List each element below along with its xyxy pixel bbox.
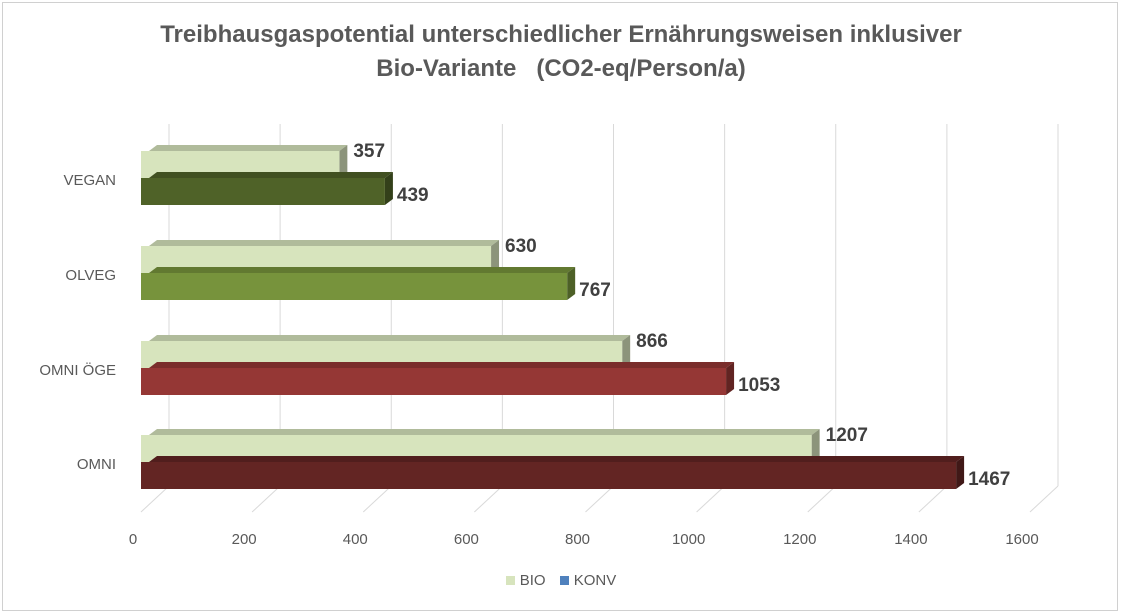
legend-item-bio: BIO [505, 572, 546, 589]
konv-bar-top [149, 456, 965, 462]
bio-bar-top [149, 429, 820, 435]
category-label: VEGAN [63, 172, 116, 189]
bars [141, 145, 965, 489]
x-tick-label: 800 [565, 531, 590, 548]
x-tick-label: 1200 [783, 531, 816, 548]
konv-bar-side [567, 267, 576, 300]
bio-bar-side [622, 335, 631, 368]
konv-bar-front [141, 178, 385, 205]
x-tick-label: 600 [454, 531, 479, 548]
konv-bar [141, 362, 735, 395]
gridline-floor [140, 485, 170, 513]
x-tick-label: 1000 [672, 531, 705, 548]
bio-bar-top [149, 240, 500, 246]
legend-swatch-bio [505, 576, 515, 585]
gridline-floor [362, 485, 392, 513]
category-label: OMNI [77, 456, 116, 473]
chart-title: Treibhausgaspotential unterschiedlicher … [0, 18, 1122, 86]
x-tick-label: 1400 [894, 531, 927, 548]
data-label-konv: 439 [397, 185, 429, 206]
category-label: OMNI ÖGE [39, 361, 116, 379]
x-tick-label: 200 [232, 531, 257, 548]
legend: BIO KONV [0, 572, 1122, 589]
konv-bar-side [726, 362, 735, 395]
data-labels: 357 439 630 767 866 1053 1207 1467 [353, 141, 1010, 490]
legend-label-konv: KONV [573, 572, 617, 589]
konv-bar-top [149, 172, 393, 178]
data-label-bio: 630 [505, 236, 537, 257]
konv-bar-front [141, 368, 727, 395]
konv-bar [141, 456, 965, 489]
konv-bar-top [149, 362, 735, 368]
data-label-bio: 866 [636, 331, 668, 352]
data-label-bio: 357 [353, 141, 385, 162]
gridline-floor [807, 485, 837, 513]
konv-bar-front [141, 462, 957, 489]
data-label-bio: 1207 [826, 425, 868, 446]
konv-bar-side [384, 172, 393, 205]
y-axis-categories: VEGAN OLVEG OMNI ÖGE OMNI [39, 172, 116, 473]
x-tick-label: 400 [343, 531, 368, 548]
data-label-konv: 767 [579, 280, 611, 301]
legend-label-bio: BIO [519, 572, 546, 589]
bio-bar-side [339, 145, 348, 178]
chart-title-line2: Bio-Variante (CO2-eq/Person/a) [376, 55, 746, 82]
bio-bar-side [491, 240, 500, 273]
legend-swatch-konv [559, 576, 569, 585]
bio-bar-side [811, 429, 820, 462]
konv-bar-side [956, 456, 965, 489]
konv-bar-top [149, 267, 576, 273]
gridline-floor [1029, 485, 1059, 513]
category-label: OLVEG [65, 267, 116, 284]
gridline-floor [696, 485, 725, 513]
chart-title-line1: Treibhausgaspotential unterschiedlicher … [160, 21, 962, 48]
gridline-floor [918, 485, 948, 513]
bio-bar-top [149, 145, 348, 151]
data-label-konv: 1053 [738, 375, 780, 396]
x-tick-label: 1600 [1005, 531, 1038, 548]
data-label-konv: 1467 [968, 469, 1010, 490]
konv-bar-front [141, 273, 568, 300]
x-tick-label: 0 [129, 531, 137, 548]
legend-item-konv: KONV [559, 572, 617, 589]
gridline-floor [474, 485, 503, 513]
konv-bar [141, 267, 576, 300]
gridline-floor [585, 485, 614, 513]
gridline-floor [251, 485, 281, 513]
x-axis-ticks: 0 200 400 600 800 1000 1200 1400 1600 [129, 531, 1039, 548]
konv-bar [141, 172, 393, 205]
bio-bar-top [149, 335, 631, 341]
